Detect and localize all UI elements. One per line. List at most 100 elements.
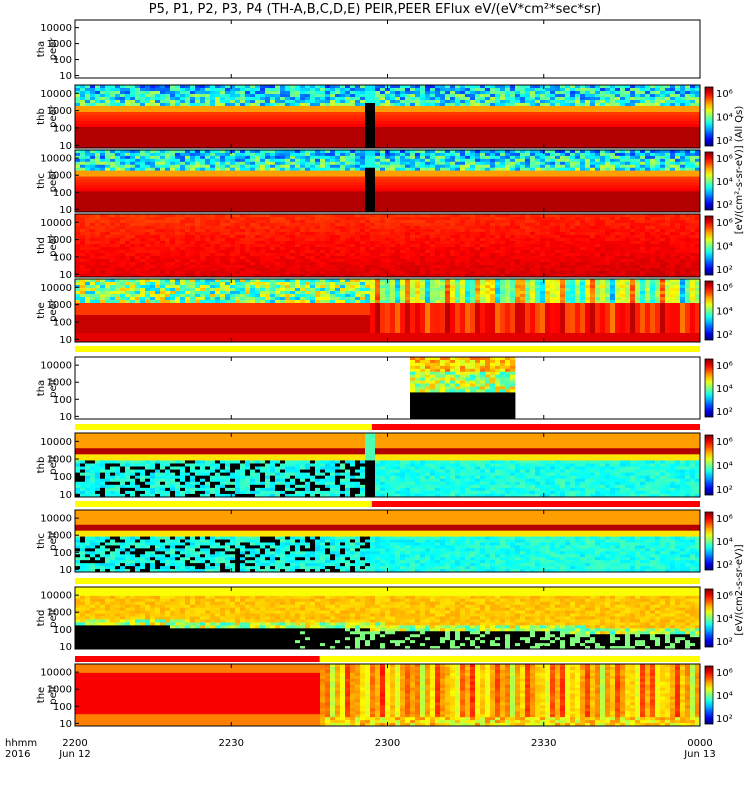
heat-cell	[610, 91, 615, 94]
heat-cell	[250, 94, 255, 97]
heat-cell	[340, 156, 345, 159]
heat-cell	[115, 115, 120, 118]
heat-cell	[180, 165, 185, 168]
heat-cell	[495, 136, 500, 139]
heat-cell	[235, 165, 240, 168]
heat-cell	[535, 118, 540, 121]
heat-cell	[475, 106, 480, 109]
heat-cell	[150, 94, 155, 97]
heat-cell	[100, 88, 105, 91]
heat-cell	[190, 180, 195, 183]
heat-cell	[425, 203, 430, 206]
heat-cell	[520, 142, 525, 145]
heat-cell	[395, 121, 400, 124]
heat-cell	[385, 200, 390, 203]
heat-cell	[445, 100, 450, 103]
heat-cell	[665, 127, 670, 130]
heat-cell	[320, 206, 325, 209]
heat-cell	[310, 139, 315, 142]
heat-cell	[370, 150, 375, 153]
heat-cell	[435, 153, 440, 156]
heat-cell	[310, 182, 315, 185]
heat-cell	[270, 139, 275, 142]
heat-cell	[475, 194, 480, 197]
heat-cell	[175, 139, 180, 142]
heat-cell	[100, 112, 105, 115]
heat-cell	[585, 139, 590, 142]
heat-cell	[160, 85, 165, 88]
heat-cell	[475, 103, 480, 106]
heat-cell	[215, 156, 220, 159]
heat-cell	[330, 194, 335, 197]
heat-cell	[525, 165, 530, 168]
heat-cell	[395, 136, 400, 139]
heat-cell	[305, 100, 310, 103]
heat-cell	[165, 200, 170, 203]
heat-cell	[295, 180, 300, 183]
heat-cell	[690, 136, 695, 139]
heat-cell	[190, 200, 195, 203]
heat-cell	[465, 139, 470, 142]
heat-cell	[185, 97, 190, 100]
heat-cell	[350, 177, 355, 180]
heat-cell	[140, 118, 145, 121]
heat-cell	[120, 177, 125, 180]
heat-cell	[195, 139, 200, 142]
heat-cell	[80, 124, 85, 127]
heat-cell	[360, 106, 365, 109]
heat-cell	[105, 185, 110, 188]
heat-cell	[465, 121, 470, 124]
heat-cell	[385, 165, 390, 168]
heat-cell	[115, 171, 120, 174]
heat-cell	[575, 100, 580, 103]
heat-cell	[205, 127, 210, 130]
heat-cell	[320, 127, 325, 130]
heat-cell	[200, 171, 205, 174]
heat-cell	[565, 203, 570, 206]
heat-cell	[675, 112, 680, 115]
heat-cell	[495, 130, 500, 133]
heat-cell	[470, 165, 475, 168]
heat-cell	[450, 130, 455, 133]
heat-cell	[430, 206, 435, 209]
heat-cell	[570, 142, 575, 145]
heat-cell	[75, 180, 80, 183]
heat-cell	[425, 133, 430, 136]
heat-cell	[270, 127, 275, 130]
heat-cell	[515, 200, 520, 203]
heat-cell	[255, 136, 260, 139]
heat-cell	[250, 165, 255, 168]
heat-cell	[540, 197, 545, 200]
heat-cell	[240, 115, 245, 118]
heat-cell	[605, 121, 610, 124]
heat-cell	[245, 162, 250, 165]
heat-cell	[620, 180, 625, 183]
heat-cell	[595, 121, 600, 124]
heat-cell	[300, 106, 305, 109]
heat-cell	[350, 206, 355, 209]
heat-cell	[230, 109, 235, 112]
heat-cell	[455, 165, 460, 168]
heat-cell	[255, 139, 260, 142]
heat-cell	[555, 121, 560, 124]
heat-cell	[80, 150, 85, 153]
heat-cell	[440, 174, 445, 177]
heat-cell	[165, 177, 170, 180]
heat-cell	[440, 203, 445, 206]
heat-cell	[350, 168, 355, 171]
heat-cell	[515, 142, 520, 145]
heat-cell	[345, 88, 350, 91]
heat-cell	[570, 174, 575, 177]
heat-cell	[145, 112, 150, 115]
heat-cell	[240, 139, 245, 142]
heat-cell	[275, 171, 280, 174]
heat-cell	[480, 180, 485, 183]
heat-cell	[385, 203, 390, 206]
heat-cell	[485, 177, 490, 180]
heat-cell	[500, 159, 505, 162]
heat-cell	[75, 97, 80, 100]
heat-cell	[495, 91, 500, 94]
heat-cell	[235, 188, 240, 191]
heat-cell	[335, 174, 340, 177]
heat-cell	[310, 185, 315, 188]
